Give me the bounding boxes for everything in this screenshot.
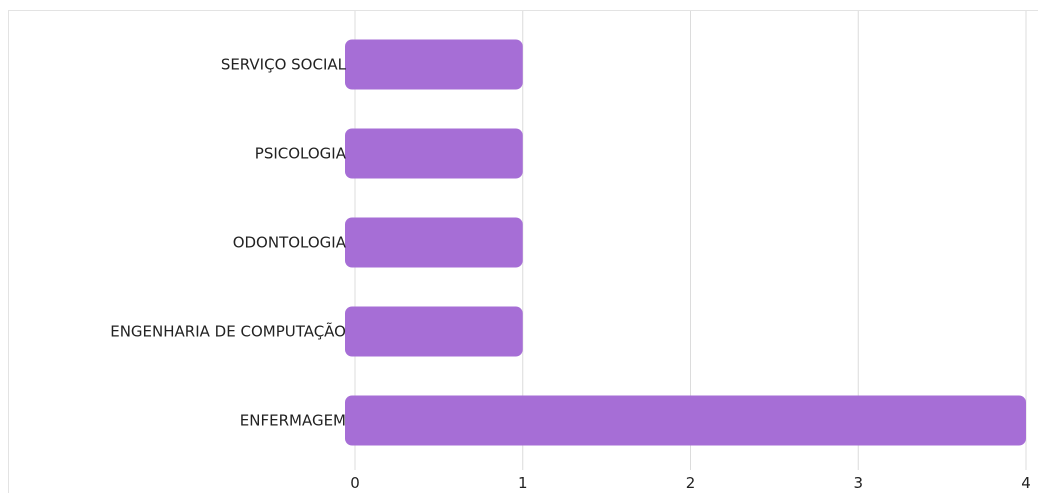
x-tick-label: 2: [686, 474, 696, 492]
x-tick-label: 4: [1021, 474, 1031, 492]
category-label: ENGENHARIA DE COMPUTAÇÃO: [110, 322, 346, 341]
x-axis-tick-labels: 0 1 2 3 4: [350, 474, 1031, 492]
chart-frame: [8, 10, 1038, 493]
category-label: SERVIÇO SOCIAL: [221, 56, 347, 74]
x-tick-label: 1: [518, 474, 528, 492]
bar: [345, 217, 523, 268]
category-label: ODONTOLOGIA: [233, 234, 347, 252]
category-labels: SERVIÇO SOCIAL PSICOLOGIA ODONTOLOGIA ENGEN…: [110, 56, 346, 430]
bar: [345, 128, 523, 179]
bars: [345, 39, 1026, 446]
bar: [345, 39, 523, 90]
category-label: ENFERMAGEM: [240, 412, 346, 430]
category-label: PSICOLOGIA: [255, 145, 347, 163]
x-tick-label: 3: [853, 474, 863, 492]
x-tick-label: 0: [350, 474, 360, 492]
bar: [345, 306, 523, 357]
bar: [345, 395, 1026, 446]
